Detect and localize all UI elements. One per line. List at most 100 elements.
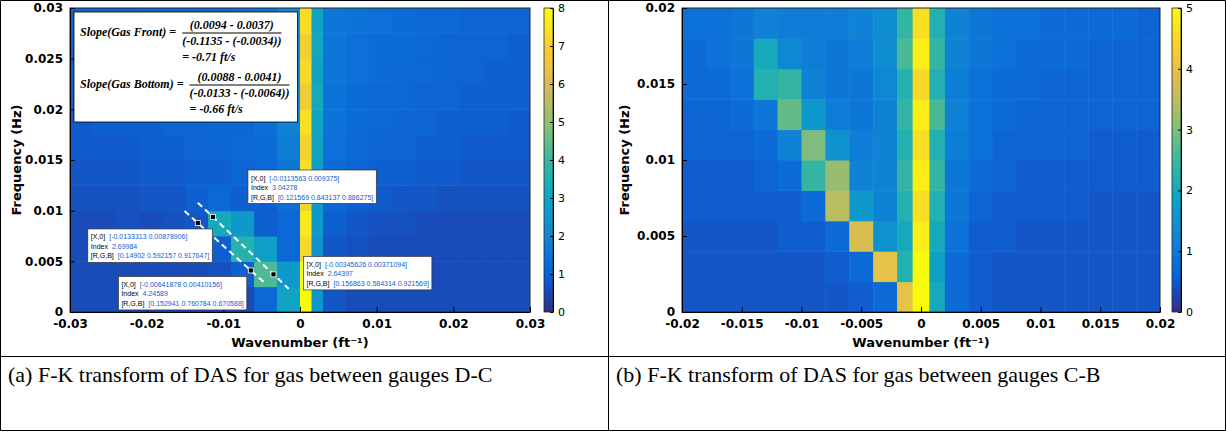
heatmap-cell	[507, 185, 530, 211]
slope-label: Slope(Gas Front) =	[80, 25, 176, 39]
heatmap-cell	[802, 8, 826, 39]
heatmap-cell	[1064, 99, 1088, 130]
tick-mark	[1100, 307, 1101, 312]
heatmap-cell	[507, 109, 530, 135]
datatip-line: Index4.24589	[121, 290, 168, 297]
datatip-line: Index2.69984	[91, 243, 138, 250]
slope-annotation: Slope(Gas Front) =(0.0094 - 0.0037)(-0.1…	[74, 12, 298, 122]
tick-mark	[70, 8, 75, 9]
tick-mark	[1041, 307, 1042, 312]
heatmap-cell	[312, 109, 324, 135]
heatmap-cell	[778, 99, 802, 130]
datatip-value: 2.64397	[328, 270, 353, 277]
heatmap-cell	[300, 59, 312, 85]
heatmap-cell	[945, 282, 969, 312]
tick: -0.02	[130, 307, 165, 331]
heatmap-cell	[897, 190, 913, 221]
heatmap-cell	[778, 251, 802, 282]
heatmap-cell	[969, 251, 993, 282]
datatip-value: 2.69984	[112, 243, 137, 250]
heatmap-cell	[730, 221, 754, 252]
heatmap-cell	[730, 160, 754, 191]
heatmap-cell	[461, 8, 485, 34]
heatmap-cell	[825, 130, 849, 161]
tick-label: 8	[558, 2, 565, 15]
heatmap-cell	[116, 160, 140, 186]
tick-label: -0.01	[785, 317, 820, 331]
datatip-value: [0.156863 0.584314 0.921569]	[333, 280, 428, 288]
heatmap-cell	[1017, 282, 1041, 312]
heatmap-cell	[825, 251, 849, 282]
tick: 7	[550, 40, 565, 53]
table-frame	[1, 1, 1226, 431]
tick: 1	[1178, 245, 1193, 258]
colorbar-axis: 012345678	[550, 2, 565, 319]
heatmap-cell	[778, 221, 802, 252]
heatmap-cell	[873, 130, 897, 161]
tick: 0.005	[25, 255, 75, 269]
datatip-line: [R,G,B][0.121569 0.843137 0.886275]	[251, 194, 373, 202]
heatmap-cell	[849, 130, 873, 161]
datatip-marker[interactable]	[271, 272, 276, 277]
heatmap-cell	[849, 190, 873, 221]
tick-label: 0	[296, 317, 304, 331]
heatmap-cell	[913, 99, 930, 130]
datatip-marker[interactable]	[195, 220, 200, 225]
datatip-marker[interactable]	[210, 215, 215, 220]
heatmap-cell	[323, 287, 347, 312]
heatmap-cell	[139, 185, 163, 211]
heatmap-cell	[1088, 99, 1112, 130]
heatmap-cell	[277, 261, 301, 287]
heatmap-cell	[507, 236, 530, 262]
slope-label: Slope(Gas Bottom) =	[80, 77, 184, 91]
datatip-box	[88, 229, 212, 263]
heatmap-cell	[312, 211, 324, 237]
tick: -0.01	[785, 307, 820, 331]
x-axis-title: Wavenumber (ft⁻¹)	[231, 335, 368, 350]
heatmap-cell	[461, 160, 485, 186]
x-axis-title: Wavenumber (ft⁻¹)	[852, 335, 989, 350]
heatmap-cell	[1041, 160, 1065, 191]
heatmap-cell	[706, 99, 730, 130]
tick-label: 0.02	[1146, 317, 1176, 331]
heatmap-cell	[778, 190, 802, 221]
heatmap-cell	[312, 59, 324, 85]
heatmap-cell	[993, 8, 1017, 39]
heatmap-cell	[484, 59, 508, 85]
heatmap-cell	[929, 99, 945, 130]
heatmap-cell	[254, 211, 278, 237]
heatmap-cell	[682, 282, 706, 312]
heatmap-cell	[897, 99, 913, 130]
heatmap-cell	[1041, 251, 1065, 282]
heatmap-cell	[461, 261, 485, 287]
heatmap-cell	[484, 84, 508, 110]
datatip-box	[248, 170, 376, 204]
datatip-key: [R,G,B]	[307, 280, 330, 288]
datatip-line: [X,0][-0.0133313 0.00878906]	[91, 233, 188, 241]
heatmap-cell	[507, 33, 530, 59]
heatmap-cell	[849, 221, 873, 252]
tick: 0.01	[1026, 307, 1056, 331]
heatmap-cell	[162, 185, 186, 211]
tick: 5	[1178, 2, 1193, 15]
datatip-marker[interactable]	[248, 268, 253, 273]
heatmap-cell	[897, 282, 913, 312]
heatmap-cell	[682, 221, 706, 252]
heatmap-cell	[993, 221, 1017, 252]
heatmap-cell	[1088, 221, 1112, 252]
heatmap-cell	[706, 160, 730, 191]
tick-label: 0.01	[645, 153, 675, 167]
caption: (b) F-K transform of DAS for gas between…	[616, 362, 1101, 387]
heatmap-cell	[1136, 160, 1160, 191]
heatmap-cell	[461, 211, 485, 237]
annotation-box	[74, 12, 298, 122]
tick-mark	[530, 307, 531, 312]
heatmap-cell	[897, 38, 913, 69]
heatmap-cell	[1041, 130, 1065, 161]
heatmap-cell	[913, 38, 930, 69]
colorbar-axis-line	[553, 9, 554, 313]
tick-mark	[1178, 190, 1181, 191]
heatmap-cell	[825, 8, 849, 39]
tick-label: 0.01	[362, 317, 392, 331]
heatmap-cell	[323, 8, 347, 34]
